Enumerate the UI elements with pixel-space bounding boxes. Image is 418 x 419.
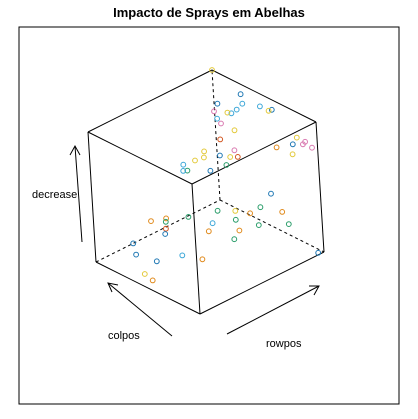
- data-point: [141, 271, 148, 277]
- cube-edge: [199, 251, 325, 315]
- data-point: [255, 222, 262, 229]
- cube-edge: [87, 131, 193, 185]
- data-point: [300, 141, 306, 148]
- cube-edge: [87, 69, 213, 133]
- data-point: [201, 148, 208, 155]
- y-axis-arrow: [226, 285, 320, 335]
- cube-edge: [191, 183, 201, 315]
- data-point: [279, 209, 286, 215]
- data-point: [237, 91, 244, 98]
- data-point: [148, 218, 154, 225]
- data-point: [162, 231, 169, 237]
- data-point: [199, 256, 206, 263]
- data-point: [232, 216, 239, 223]
- data-point: [224, 109, 231, 116]
- data-point: [207, 167, 214, 174]
- data-point: [227, 154, 234, 160]
- data-point: [232, 208, 239, 214]
- data-point: [257, 103, 263, 110]
- data-point: [265, 107, 272, 114]
- cube-edge: [211, 69, 317, 123]
- data-point: [257, 204, 264, 211]
- data-point: [293, 134, 300, 141]
- data-point: [214, 100, 221, 107]
- data-point: [217, 152, 223, 159]
- cube-edge: [87, 131, 97, 263]
- data-points: [130, 67, 322, 284]
- data-point: [163, 215, 170, 222]
- data-point: [192, 157, 198, 164]
- cube-box: [87, 69, 325, 315]
- data-point: [211, 108, 217, 115]
- cube-hidden-edge: [219, 199, 325, 253]
- data-point: [218, 120, 224, 127]
- data-point: [285, 221, 292, 228]
- cube-edge: [191, 121, 317, 185]
- data-point: [153, 258, 160, 265]
- data-point: [209, 220, 216, 227]
- data-point: [289, 151, 296, 158]
- data-point: [184, 167, 191, 174]
- cube-hidden-edge: [211, 69, 221, 201]
- chart-title: Impacto de Sprays em Abelhas: [113, 5, 305, 20]
- data-point: [231, 127, 238, 134]
- z-axis-label: decrease: [32, 189, 77, 201]
- data-point: [315, 249, 322, 256]
- data-point: [309, 144, 315, 151]
- data-point: [273, 144, 280, 151]
- data-point: [228, 110, 235, 117]
- data-point: [179, 252, 186, 259]
- data-point: [180, 161, 187, 168]
- plot-frame: [18, 26, 400, 405]
- y-axis-label: rowpos: [266, 338, 302, 350]
- data-point: [205, 228, 212, 235]
- data-point: [239, 100, 246, 107]
- data-point: [268, 106, 275, 113]
- data-point: [233, 106, 240, 113]
- cube-edge: [95, 261, 201, 315]
- data-point: [231, 147, 238, 154]
- z-axis-arrow: [69, 144, 83, 243]
- data-point: [180, 168, 187, 174]
- data-point: [268, 190, 274, 197]
- data-point: [231, 236, 238, 243]
- data-point: [130, 240, 137, 247]
- cube-edge: [315, 121, 325, 253]
- data-point: [217, 136, 224, 143]
- data-point: [234, 154, 241, 160]
- data-point: [149, 277, 156, 284]
- data-point: [185, 214, 192, 220]
- data-point: [214, 115, 221, 122]
- x-axis-label: colpos: [108, 330, 140, 342]
- data-point: [133, 251, 140, 258]
- cube-hidden-edge: [95, 199, 221, 263]
- data-point: [163, 225, 169, 232]
- data-point: [214, 207, 221, 214]
- data-point: [236, 227, 243, 234]
- data-point: [223, 162, 230, 168]
- data-point: [289, 141, 296, 148]
- data-point: [201, 154, 207, 161]
- data-point: [247, 210, 254, 217]
- x-axis-arrow: [107, 282, 173, 337]
- data-point: [162, 218, 169, 225]
- data-point: [209, 67, 215, 73]
